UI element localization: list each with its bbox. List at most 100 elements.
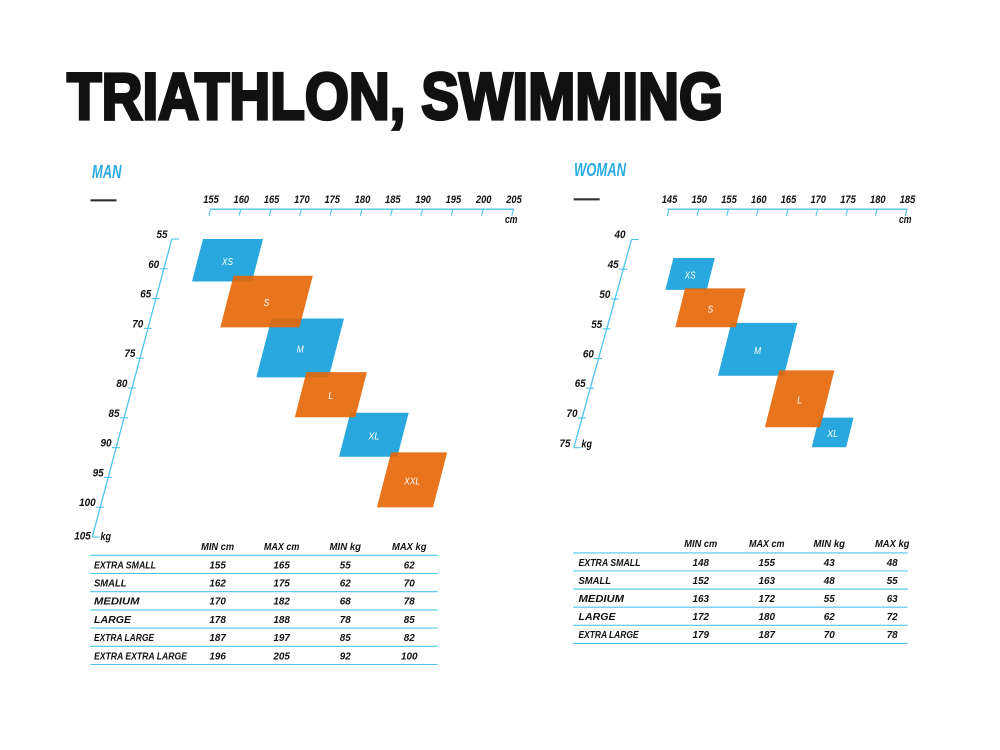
svg-text:62: 62 [824,611,835,623]
svg-text:172: 172 [759,593,776,605]
svg-text:178: 178 [209,614,226,626]
svg-text:M: M [754,345,761,357]
svg-text:XS: XS [221,256,233,268]
svg-text:MEDIUM: MEDIUM [579,593,625,605]
svg-text:XXL: XXL [403,476,420,488]
svg-text:78: 78 [340,614,351,626]
svg-text:95: 95 [93,467,105,479]
svg-text:172: 172 [693,611,710,623]
svg-text:187: 187 [209,632,227,644]
svg-text:MAX kg: MAX kg [392,541,427,553]
svg-text:155: 155 [721,194,737,206]
svg-text:kg: kg [101,531,112,543]
svg-text:kg: kg [582,439,593,451]
svg-text:75: 75 [560,438,572,450]
svg-text:188: 188 [273,614,290,626]
svg-text:180: 180 [870,194,886,206]
svg-text:165: 165 [273,559,290,571]
svg-text:165: 165 [264,194,280,206]
svg-text:170: 170 [294,194,310,206]
svg-text:100: 100 [79,497,96,509]
svg-text:105: 105 [74,531,91,543]
svg-text:62: 62 [404,559,415,571]
svg-text:197: 197 [273,632,291,644]
svg-text:175: 175 [840,194,856,206]
svg-text:55: 55 [824,593,835,605]
svg-text:180: 180 [759,611,776,623]
svg-text:179: 179 [693,629,710,641]
svg-text:XL: XL [368,430,380,442]
svg-text:WOMAN: WOMAN [574,160,627,180]
svg-text:EXTRA LARGE: EXTRA LARGE [579,629,640,641]
svg-text:MAX cm: MAX cm [264,541,300,553]
svg-text:L: L [797,394,802,406]
svg-text:XS: XS [684,270,696,282]
svg-text:MAX cm: MAX cm [749,538,785,550]
svg-text:165: 165 [781,194,797,206]
svg-text:190: 190 [415,194,431,206]
svg-text:EXTRA SMALL: EXTRA SMALL [94,559,156,571]
svg-text:60: 60 [148,259,159,271]
svg-text:70: 70 [404,578,415,590]
svg-text:68: 68 [340,596,351,608]
svg-text:145: 145 [662,194,678,206]
svg-text:S: S [264,297,270,309]
svg-text:175: 175 [324,194,340,206]
svg-text:90: 90 [101,438,112,450]
svg-text:160: 160 [751,194,767,206]
svg-text:82: 82 [404,632,415,644]
svg-text:55: 55 [591,319,603,331]
svg-text:EXTRA SMALL: EXTRA SMALL [579,557,641,569]
svg-text:70: 70 [824,629,835,641]
svg-text:187: 187 [759,629,777,641]
svg-text:148: 148 [693,557,710,569]
svg-text:180: 180 [355,194,371,206]
svg-text:cm: cm [899,214,912,226]
svg-text:50: 50 [599,289,610,301]
svg-text:cm: cm [505,214,518,226]
svg-text:70: 70 [132,318,143,330]
svg-text:78: 78 [404,596,415,608]
svg-text:170: 170 [209,596,226,608]
svg-text:MAX kg: MAX kg [875,538,910,550]
svg-text:55: 55 [157,229,169,241]
svg-text:195: 195 [446,194,462,206]
svg-text:LARGE: LARGE [94,614,132,626]
svg-text:75: 75 [124,348,136,360]
svg-text:196: 196 [209,650,226,662]
svg-text:85: 85 [109,408,121,420]
svg-text:100: 100 [401,650,418,662]
svg-text:205: 205 [505,194,522,206]
svg-text:182: 182 [273,596,290,608]
svg-text:70: 70 [567,408,578,420]
svg-text:SMALL: SMALL [94,578,127,590]
svg-text:M: M [297,344,304,356]
svg-text:175: 175 [273,578,290,590]
svg-text:162: 162 [209,578,226,590]
svg-text:SMALL: SMALL [579,575,612,587]
svg-text:MEDIUM: MEDIUM [94,596,140,608]
svg-text:48: 48 [823,575,835,587]
svg-text:S: S [708,304,714,316]
svg-text:MIN cm: MIN cm [201,541,234,553]
svg-text:155: 155 [209,559,226,571]
svg-text:MAN: MAN [92,162,122,182]
svg-text:EXTRA EXTRA LARGE: EXTRA EXTRA LARGE [94,650,188,662]
svg-text:TRIATHLON, SWIMMING: TRIATHLON, SWIMMING [67,59,723,133]
svg-text:185: 185 [385,194,401,206]
svg-text:L: L [328,390,333,402]
svg-text:170: 170 [810,194,826,206]
svg-text:60: 60 [583,349,594,361]
svg-text:55: 55 [887,575,898,587]
svg-text:XL: XL [826,428,838,440]
svg-text:150: 150 [691,194,707,206]
svg-text:155: 155 [203,194,219,206]
svg-text:43: 43 [823,557,835,569]
svg-text:152: 152 [693,575,710,587]
svg-text:MIN cm: MIN cm [684,538,717,550]
svg-text:78: 78 [887,629,898,641]
svg-text:80: 80 [116,378,127,390]
svg-text:62: 62 [340,578,351,590]
svg-text:72: 72 [887,611,898,623]
svg-text:85: 85 [404,614,415,626]
